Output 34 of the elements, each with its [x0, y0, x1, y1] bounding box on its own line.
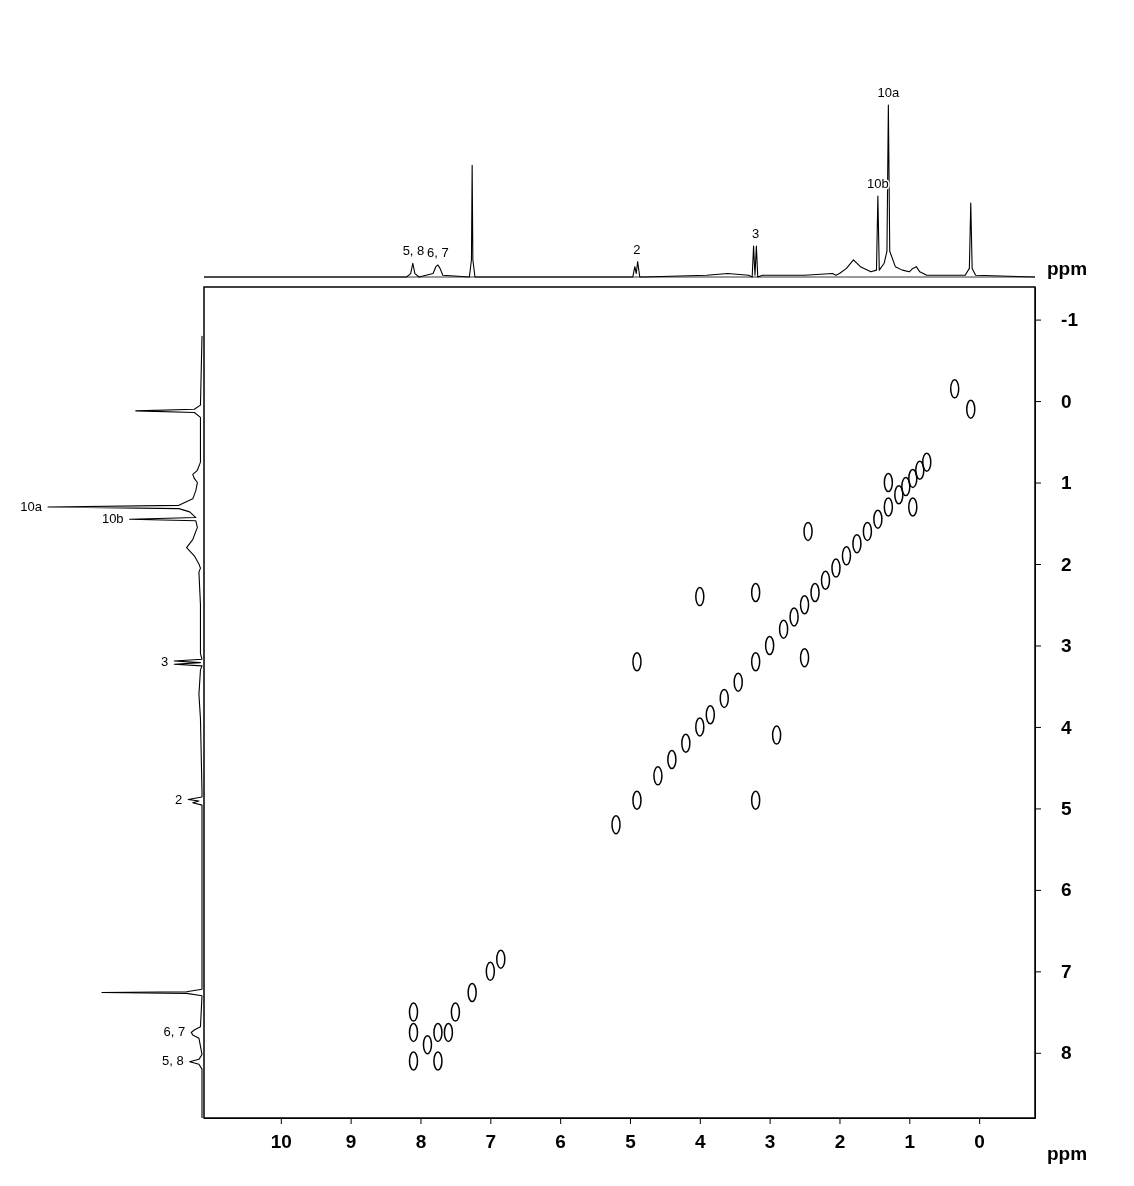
text: 2 — [174, 792, 183, 808]
y-tick-label: -1 — [1061, 309, 1079, 331]
x-tick-label: 5 — [625, 1130, 637, 1152]
x-tick-label: 7 — [485, 1130, 497, 1152]
y-tick-label: 6 — [1061, 879, 1072, 901]
y-tick-label: 4 — [1061, 716, 1073, 738]
y-tick-label: 3 — [1061, 635, 1072, 657]
x-tick-label: 3 — [764, 1130, 776, 1152]
text: 5, 8 — [161, 1052, 184, 1068]
annotation: 2 — [633, 241, 641, 257]
annotation: 3 — [752, 226, 760, 242]
x-tick-label: 0 — [974, 1130, 985, 1152]
x-tick-label: 1 — [904, 1130, 916, 1152]
text: 10a — [20, 498, 43, 514]
annotation: 5, 8 — [402, 243, 425, 259]
x-tick-label: 8 — [415, 1130, 427, 1152]
x-tick-label: 2 — [834, 1130, 846, 1152]
y-tick-label: 7 — [1061, 960, 1072, 982]
annotation: 10a — [877, 85, 900, 100]
y-tick-label: 2 — [1061, 553, 1072, 575]
text: 3 — [161, 653, 169, 669]
text: 6, 7 — [163, 1024, 186, 1040]
x-axis-title: ppm — [1047, 1143, 1088, 1164]
y-tick-label: 5 — [1061, 797, 1073, 819]
y-tick-label: 0 — [1061, 390, 1072, 412]
x-tick-label: 9 — [345, 1130, 357, 1152]
y-tick-label: 8 — [1061, 1042, 1072, 1064]
y-tick-label: 1 — [1061, 472, 1073, 494]
x-tick-label: 10 — [270, 1130, 292, 1152]
x-tick-label: 6 — [555, 1130, 566, 1152]
y-axis-title: ppm — [1047, 258, 1088, 279]
annotation: 6, 7 — [427, 244, 449, 260]
x-tick-label: 4 — [695, 1130, 707, 1152]
text: 10b — [101, 511, 124, 527]
